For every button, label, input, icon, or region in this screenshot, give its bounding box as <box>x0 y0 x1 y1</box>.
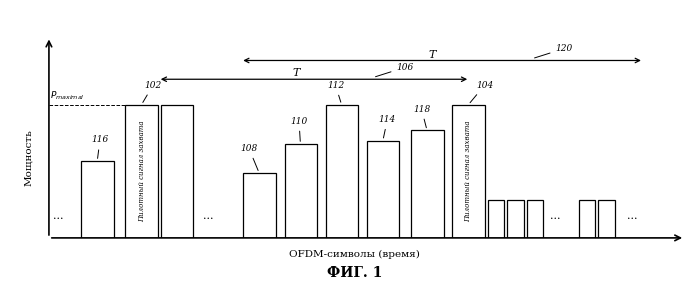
Bar <box>284 144 317 238</box>
Text: T: T <box>428 50 435 60</box>
Bar <box>452 105 485 238</box>
Text: 118: 118 <box>413 105 430 128</box>
Text: $P_{maximal}$: $P_{maximal}$ <box>50 90 84 102</box>
Text: T: T <box>293 68 300 78</box>
Text: ...: ... <box>627 211 637 221</box>
Text: Пилотный сигнал захвата: Пилотный сигнал захвата <box>465 120 473 222</box>
Bar <box>243 173 275 238</box>
Text: 114: 114 <box>379 115 396 138</box>
Bar <box>507 200 524 238</box>
Text: 112: 112 <box>327 81 344 102</box>
Text: ...: ... <box>550 211 561 221</box>
Text: 104: 104 <box>470 81 493 103</box>
Text: 120: 120 <box>535 44 572 58</box>
Bar <box>598 200 615 238</box>
Bar <box>526 200 543 238</box>
Text: Мощность: Мощность <box>24 129 33 186</box>
Text: 110: 110 <box>290 117 308 141</box>
Bar <box>126 105 158 238</box>
Text: 106: 106 <box>375 63 414 77</box>
Text: ...: ... <box>203 211 213 221</box>
Bar <box>411 131 444 238</box>
Text: OFDM-символы (время): OFDM-символы (время) <box>289 250 419 259</box>
Text: ...: ... <box>52 211 63 221</box>
Text: 102: 102 <box>143 81 161 102</box>
Text: ФИГ. 1: ФИГ. 1 <box>326 266 382 280</box>
Text: 116: 116 <box>92 135 108 158</box>
Bar <box>326 105 358 238</box>
Bar <box>367 141 399 238</box>
Text: 108: 108 <box>240 144 258 170</box>
Bar <box>488 200 504 238</box>
Text: Пилотный сигнал захвата: Пилотный сигнал захвата <box>138 120 145 222</box>
Bar <box>81 161 114 238</box>
Bar <box>579 200 596 238</box>
Bar <box>161 105 193 238</box>
